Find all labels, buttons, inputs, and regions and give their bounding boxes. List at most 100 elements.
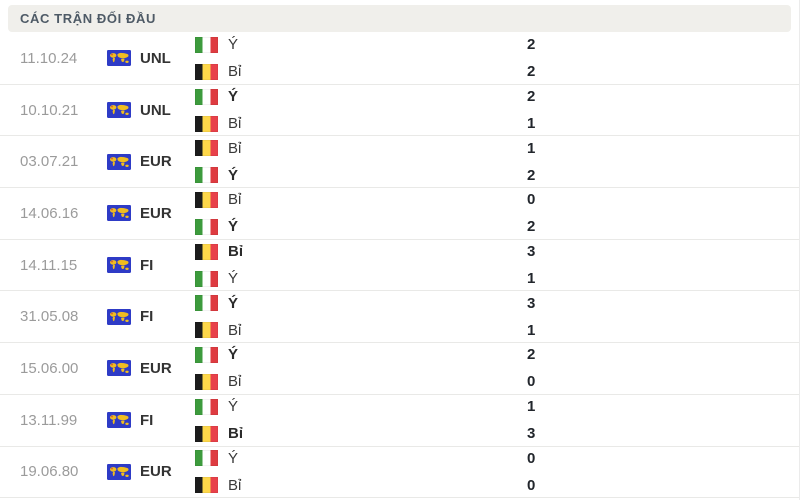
teams-column: Bỉ Ý [195, 241, 527, 290]
team1-score: 2 [527, 36, 536, 54]
competition-code: EUR [140, 463, 172, 481]
italy-flag-icon [195, 36, 218, 53]
scores-column: 1 2 [527, 137, 799, 186]
competition-badge: EUR [107, 360, 195, 377]
belgium-flag-icon [195, 63, 218, 80]
team1-score: 0 [527, 191, 536, 209]
competition-code: FI [140, 308, 154, 326]
match-date: 14.06.16 [20, 204, 79, 222]
team1-name: Ý [228, 36, 239, 54]
team1-name: Bỉ [228, 139, 242, 157]
match-row[interactable]: 11.10.24 UNL Ý [0, 33, 799, 85]
match-date: 03.07.21 [20, 153, 79, 171]
team-line-2: Bỉ [195, 371, 527, 393]
team-line-1: Bỉ [195, 137, 527, 159]
competition-code: EUR [140, 153, 172, 171]
world-map-flag-icon [107, 463, 131, 480]
match-row[interactable]: 10.10.21 UNL Ý [0, 84, 799, 137]
team-line-1: Ý [195, 86, 527, 108]
team2-score: 1 [527, 115, 536, 133]
belgium-flag-icon [195, 477, 218, 494]
teams-column: Bỉ Ý [195, 189, 527, 238]
scores-column: 2 1 [527, 86, 799, 135]
teams-column: Ý Bỉ [195, 34, 527, 83]
belgium-flag-icon [195, 373, 218, 390]
scores-column: 1 3 [527, 396, 799, 445]
team-line-2: Ý [195, 268, 527, 290]
match-row[interactable]: 14.06.16 EUR Bỉ [0, 188, 799, 240]
scores-column: 2 2 [527, 34, 799, 83]
team-line-2: Bỉ [195, 113, 527, 135]
belgium-flag-icon [195, 115, 218, 132]
team-line-2: Ý [195, 216, 527, 238]
teams-column: Ý Bỉ [195, 86, 527, 135]
competition-code: UNL [140, 101, 171, 119]
match-date: 10.10.21 [20, 101, 79, 119]
competition-code: EUR [140, 204, 172, 222]
italy-flag-icon [195, 88, 218, 105]
belgium-flag-icon [195, 191, 218, 208]
world-map-flag-icon [107, 102, 131, 119]
team-line-2: Bỉ [195, 474, 527, 496]
match-row[interactable]: 03.07.21 EUR Bỉ [0, 136, 799, 189]
match-date: 13.11.99 [20, 411, 78, 429]
match-row[interactable]: 31.05.08 FI Ý B [0, 291, 799, 344]
belgium-flag-icon [195, 322, 218, 339]
world-map-flag-icon [107, 205, 131, 222]
section-title: CÁC TRẬN ĐỐI ĐẦU [20, 11, 156, 26]
belgium-flag-icon [195, 140, 218, 157]
team-line-2: Bỉ [195, 61, 527, 83]
match-row[interactable]: 15.06.00 EUR Ý [0, 343, 799, 395]
competition-badge: EUR [107, 463, 195, 480]
teams-column: Bỉ Ý [195, 137, 527, 186]
competition-badge: UNL [107, 50, 195, 67]
team1-name: Ý [228, 294, 239, 312]
team1-score: 3 [527, 243, 536, 261]
world-map-flag-icon [107, 257, 131, 274]
team2-name: Bỉ [228, 373, 242, 391]
team2-score: 0 [527, 476, 536, 494]
match-row[interactable]: 19.06.80 EUR Ý [0, 446, 799, 499]
team2-name: Bỉ [228, 63, 242, 81]
team1-name: Bỉ [228, 243, 243, 261]
match-date: 19.06.80 [20, 463, 79, 481]
team1-score: 2 [527, 88, 536, 106]
competition-badge: EUR [107, 153, 195, 170]
world-map-flag-icon [107, 153, 131, 170]
team1-name: Ý [228, 346, 239, 364]
match-row[interactable]: 13.11.99 FI Ý B [0, 394, 799, 447]
team2-name: Ý [228, 218, 239, 236]
match-list: 11.10.24 UNL Ý [0, 33, 799, 499]
teams-column: Ý Bỉ [195, 292, 527, 341]
team1-name: Ý [228, 398, 239, 416]
team-line-2: Bỉ [195, 319, 527, 341]
team1-name: Ý [228, 88, 239, 106]
team2-score: 2 [527, 166, 536, 184]
competition-code: EUR [140, 359, 172, 377]
belgium-flag-icon [195, 243, 218, 260]
match-row[interactable]: 14.11.15 FI Bỉ [0, 239, 799, 292]
world-map-flag-icon [107, 308, 131, 325]
italy-flag-icon [195, 167, 218, 184]
competition-badge: EUR [107, 205, 195, 222]
competition-badge: UNL [107, 102, 195, 119]
competition-code: FI [140, 256, 154, 274]
scores-column: 3 1 [527, 292, 799, 341]
team2-name: Ý [228, 270, 239, 288]
teams-column: Ý Bỉ [195, 396, 527, 445]
team2-score: 2 [527, 218, 536, 236]
team2-score: 2 [527, 63, 536, 81]
team1-score: 1 [527, 398, 536, 416]
italy-flag-icon [195, 218, 218, 235]
team2-score: 1 [527, 270, 536, 288]
team2-score: 0 [527, 373, 536, 391]
match-date: 14.11.15 [20, 256, 78, 274]
italy-flag-icon [195, 450, 218, 467]
competition-code: UNL [140, 49, 171, 67]
team-line-1: Bỉ [195, 241, 527, 263]
team2-name: Ý [228, 166, 239, 184]
teams-column: Ý Bỉ [195, 447, 527, 496]
team2-score: 1 [527, 321, 536, 339]
team1-score: 2 [527, 346, 536, 364]
